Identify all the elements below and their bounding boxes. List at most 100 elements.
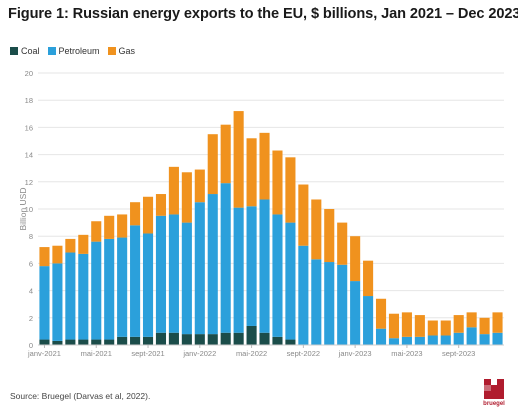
y-tick-label: 8 bbox=[29, 232, 33, 241]
legend-item-gas: Gas bbox=[107, 46, 135, 56]
bar-coal bbox=[91, 339, 102, 345]
bar-gas bbox=[363, 260, 374, 297]
legend-item-coal: Coal bbox=[10, 46, 40, 56]
bar-petroleum bbox=[207, 194, 218, 335]
bar-gas bbox=[311, 199, 322, 260]
y-tick-label: 6 bbox=[29, 259, 33, 268]
x-tick-label: janv-2021 bbox=[27, 349, 61, 358]
bar-gas bbox=[350, 236, 361, 282]
bar-petroleum bbox=[466, 327, 477, 345]
bar-petroleum bbox=[479, 334, 490, 345]
bar-gas bbox=[142, 196, 154, 234]
bar-gas bbox=[181, 172, 192, 223]
legend-swatch bbox=[10, 47, 18, 55]
bar-petroleum bbox=[142, 233, 154, 337]
bar-petroleum bbox=[39, 266, 50, 340]
bar-gas bbox=[388, 313, 400, 339]
bar-coal bbox=[39, 339, 50, 345]
bar-gas bbox=[285, 157, 296, 223]
bar-petroleum bbox=[220, 183, 231, 333]
legend: Coal Petroleum Gas bbox=[10, 46, 135, 56]
bar-gas bbox=[337, 222, 348, 265]
bar-petroleum bbox=[440, 335, 451, 345]
bar-coal bbox=[220, 332, 231, 345]
bar-gas bbox=[246, 138, 257, 207]
bar-gas bbox=[194, 169, 205, 203]
bar-petroleum bbox=[168, 214, 179, 333]
bar-gas bbox=[272, 150, 283, 215]
bar-gas bbox=[414, 315, 425, 337]
y-tick-label: 0 bbox=[29, 341, 33, 350]
bar-gas bbox=[375, 298, 387, 329]
bar-petroleum bbox=[272, 214, 283, 337]
bar-petroleum bbox=[453, 332, 464, 345]
source-note: Source: Bruegel (Darvas et al, 2022). bbox=[10, 391, 151, 401]
bar-petroleum bbox=[246, 206, 257, 326]
bar-petroleum bbox=[259, 199, 270, 333]
bar-petroleum bbox=[194, 202, 205, 335]
bar-coal bbox=[65, 339, 76, 345]
bar-petroleum bbox=[298, 245, 309, 345]
bar-coal bbox=[142, 336, 154, 345]
bar-gas bbox=[130, 202, 141, 226]
bar-coal bbox=[233, 332, 244, 345]
legend-label: Coal bbox=[21, 46, 40, 56]
bar-petroleum bbox=[130, 225, 141, 337]
bar-gas bbox=[220, 124, 231, 184]
bruegel-logo-icon bbox=[484, 379, 504, 399]
bar-petroleum bbox=[65, 252, 76, 340]
bar-petroleum bbox=[324, 262, 335, 345]
bar-gas bbox=[39, 247, 50, 267]
bar-gas bbox=[401, 312, 412, 337]
x-tick-label: mai-2021 bbox=[81, 349, 112, 358]
bar-petroleum bbox=[375, 328, 387, 345]
bar-gas bbox=[298, 184, 309, 246]
bar-petroleum bbox=[401, 336, 412, 345]
y-tick-label: 14 bbox=[25, 151, 33, 160]
x-tick-label: mai-2022 bbox=[236, 349, 267, 358]
bar-gas bbox=[427, 320, 438, 336]
bar-gas bbox=[104, 215, 115, 239]
x-tick-label: mai-2023 bbox=[391, 349, 422, 358]
bar-petroleum bbox=[414, 336, 425, 345]
bar-gas bbox=[52, 245, 63, 264]
bar-gas bbox=[453, 315, 464, 333]
bar-petroleum bbox=[233, 207, 244, 333]
y-axis-label: Billion USD bbox=[18, 188, 28, 231]
x-tick-label: sept-2023 bbox=[442, 349, 475, 358]
bar-coal bbox=[181, 334, 192, 345]
bar-gas bbox=[155, 194, 167, 216]
bar-coal bbox=[246, 325, 257, 345]
bar-petroleum bbox=[285, 222, 296, 340]
y-tick-label: 20 bbox=[25, 69, 33, 78]
bruegel-logo: bruegel bbox=[481, 377, 507, 409]
legend-label: Petroleum bbox=[58, 46, 100, 56]
bar-coal bbox=[259, 332, 270, 345]
logo-label: bruegel bbox=[483, 401, 505, 407]
bar-coal bbox=[207, 334, 218, 345]
bar-coal bbox=[52, 340, 63, 345]
chart-title: Figure 1: Russian energy exports to the … bbox=[8, 6, 518, 22]
bar-coal bbox=[194, 334, 205, 345]
bar-gas bbox=[466, 312, 477, 328]
legend-item-petroleum: Petroleum bbox=[47, 46, 100, 56]
bar-gas bbox=[440, 320, 451, 336]
bar-gas bbox=[117, 214, 128, 238]
bar-gas bbox=[479, 317, 490, 335]
bar-coal bbox=[104, 339, 115, 345]
bar-petroleum bbox=[427, 335, 438, 345]
bar-gas bbox=[324, 209, 335, 263]
y-tick-label: 2 bbox=[29, 314, 33, 323]
bar-gas bbox=[168, 166, 179, 215]
y-tick-label: 12 bbox=[25, 178, 33, 187]
x-tick-label: sept-2022 bbox=[287, 349, 320, 358]
x-tick-label: janv-2023 bbox=[338, 349, 372, 358]
y-tick-label: 4 bbox=[29, 287, 33, 296]
bar-petroleum bbox=[155, 215, 167, 333]
bar-gas bbox=[492, 312, 503, 333]
bar-coal bbox=[272, 336, 283, 345]
bar-coal bbox=[117, 336, 128, 345]
bar-petroleum bbox=[181, 222, 192, 335]
legend-swatch bbox=[107, 47, 116, 55]
